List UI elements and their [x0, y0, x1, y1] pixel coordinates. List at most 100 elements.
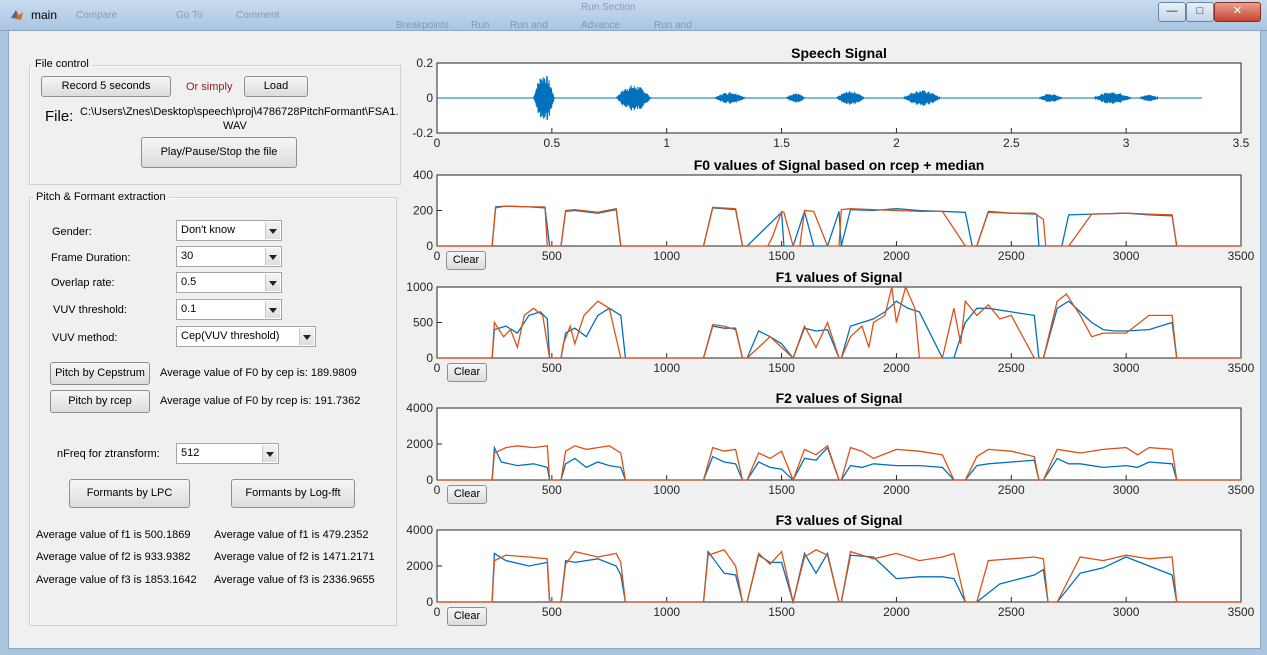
window-titlebar: main Compare Go To Comment Breakpoints R…: [0, 0, 1267, 31]
speech-xtick-label: 2: [893, 136, 900, 150]
speech-burst-8: [1139, 94, 1159, 102]
nfreq-value: 512: [181, 447, 200, 459]
clear-f3-button[interactable]: Clear: [447, 607, 487, 626]
f3-xtick-label: 2500: [998, 605, 1025, 619]
f3-xtick-label: 0: [434, 605, 441, 619]
lpc-f1-result: Average value of f1 is 500.1869: [36, 529, 191, 541]
f1-xtick-label: 2500: [998, 361, 1025, 375]
ribbon-ghost-runsection: Run Section: [581, 2, 636, 13]
f3-axes: [436, 529, 1242, 603]
or-simply-label: Or simply: [186, 81, 233, 93]
f3-xtick-label: 1500: [768, 605, 795, 619]
f0-ytick-label: 400: [413, 168, 433, 182]
vuv-method-value: Cep(VUV threshold): [181, 330, 280, 342]
vuv-method-select[interactable]: Cep(VUV threshold): [176, 326, 316, 347]
minimize-icon: —: [1166, 5, 1178, 17]
overlap-rate-value: 0.5: [181, 276, 197, 288]
f3-xtick-label: 500: [542, 605, 562, 619]
speech-xtick-label: 0: [434, 136, 441, 150]
f2-xtick-label: 2500: [998, 483, 1025, 497]
ribbon-ghost-advance: Advance: [581, 20, 620, 31]
f1-xtick-label: 0: [434, 361, 441, 375]
pitch-by-cepstrum-button[interactable]: Pitch by Cepstrum: [50, 362, 150, 385]
f3-ytick-label: 0: [426, 595, 433, 609]
f2-ytick-label: 2000: [406, 437, 433, 451]
nfreq-label: nFreq for ztransform:: [57, 448, 160, 460]
chevron-down-icon: [262, 445, 277, 462]
ribbon-ghost-runand: Run and: [510, 20, 548, 31]
speech-burst-7: [1093, 91, 1132, 105]
f2-ytick-label: 0: [426, 473, 433, 487]
f1-series-orange: [437, 285, 1241, 360]
logfft-f1-result: Average value of f1 is 479.2352: [214, 529, 369, 541]
gender-label: Gender:: [52, 226, 92, 238]
frame-duration-value: 30: [181, 250, 194, 262]
f0-xtick-label: 3500: [1228, 249, 1255, 263]
lpc-f2-result: Average value of f2 is 933.9382: [36, 551, 191, 563]
f0-ytick-label: 0: [426, 239, 433, 253]
vuv-method-label: VUV method:: [52, 332, 118, 344]
f0-title: F0 values of Signal based on rcep + medi…: [694, 157, 985, 173]
formants-by-lpc-button[interactable]: Formants by LPC: [69, 479, 190, 508]
f1-xtick-label: 3500: [1228, 361, 1255, 375]
speech-burst-4: [836, 91, 865, 105]
f0-axes: [436, 174, 1242, 247]
f0-xtick-label: 2000: [883, 249, 910, 263]
speech-burst-0: [533, 75, 555, 121]
pitch-by-rcep-button[interactable]: Pitch by rcep: [50, 390, 150, 413]
pitch-formant-title: Pitch & Formant extraction: [33, 191, 169, 203]
gender-select[interactable]: Don't know: [176, 220, 282, 241]
frame-duration-select[interactable]: 30: [176, 246, 282, 267]
rcep-result: Average value of F0 by rcep is: 191.7362: [160, 395, 361, 407]
clear-f2-button[interactable]: Clear: [447, 485, 487, 504]
clear-f0-button[interactable]: Clear: [446, 251, 486, 270]
formants-by-logfft-button[interactable]: Formants by Log-fft: [231, 479, 355, 508]
chevron-down-icon: [265, 222, 280, 239]
f0-xtick-label: 3000: [1113, 249, 1140, 263]
window-title: main: [31, 8, 58, 22]
file-path: C:\Users\Znes\Desktop\speech\proj\478672…: [80, 106, 399, 118]
overlap-rate-select[interactable]: 0.5: [176, 272, 282, 293]
record-button[interactable]: Record 5 seconds: [41, 76, 171, 97]
minimize-button[interactable]: —: [1158, 2, 1186, 22]
f1-xtick-label: 1000: [653, 361, 680, 375]
speech-burst-5: [903, 90, 941, 106]
speech-xtick-label: 3.5: [1233, 136, 1250, 150]
lpc-f3-result: Average value of f3 is 1853.1642: [36, 574, 197, 586]
vuv-threshold-select[interactable]: 0.1: [176, 299, 282, 320]
f3-series-orange: [437, 549, 1241, 603]
clear-f1-button[interactable]: Clear: [447, 363, 487, 382]
file-path-ext: WAV: [223, 120, 247, 132]
f0-xtick-label: 0: [434, 249, 441, 263]
speech-xtick-label: 1: [663, 136, 670, 150]
maximize-button[interactable]: □: [1186, 2, 1214, 22]
chevron-down-icon: [265, 301, 280, 318]
matlab-icon: [11, 10, 23, 20]
f2-xtick-label: 2000: [883, 483, 910, 497]
logfft-f2-result: Average value of f2 is 1471.2171: [214, 551, 375, 563]
f2-series-blue: [437, 445, 1241, 482]
play-pause-stop-button[interactable]: Play/Pause/Stop the file: [141, 137, 297, 168]
speech-xtick-label: 0.5: [544, 136, 561, 150]
speech-ytick-label: 0: [426, 91, 433, 105]
f2-xtick-label: 3000: [1113, 483, 1140, 497]
chevron-down-icon: [265, 274, 280, 291]
maximize-icon: □: [1196, 5, 1204, 17]
f2-title: F2 values of Signal: [776, 390, 903, 406]
speech-xtick-label: 1.5: [773, 136, 790, 150]
speech-burst-2: [714, 92, 746, 104]
f3-xtick-label: 1000: [653, 605, 680, 619]
f1-series-blue: [437, 300, 1241, 360]
f0-series-orange: [437, 205, 1241, 247]
ribbon-ghost-breakpoints: Breakpoints: [396, 20, 449, 31]
frame-duration-label: Frame Duration:: [51, 252, 131, 264]
f2-xtick-label: 3500: [1228, 483, 1255, 497]
nfreq-select[interactable]: 512: [176, 443, 279, 464]
close-button[interactable]: ✕: [1214, 2, 1261, 22]
speech-xtick-label: 3: [1123, 136, 1130, 150]
load-button[interactable]: Load: [244, 76, 308, 97]
file-control-title: File control: [32, 58, 92, 70]
f2-series-orange: [437, 444, 1241, 482]
f1-ytick-label: 500: [413, 316, 433, 330]
